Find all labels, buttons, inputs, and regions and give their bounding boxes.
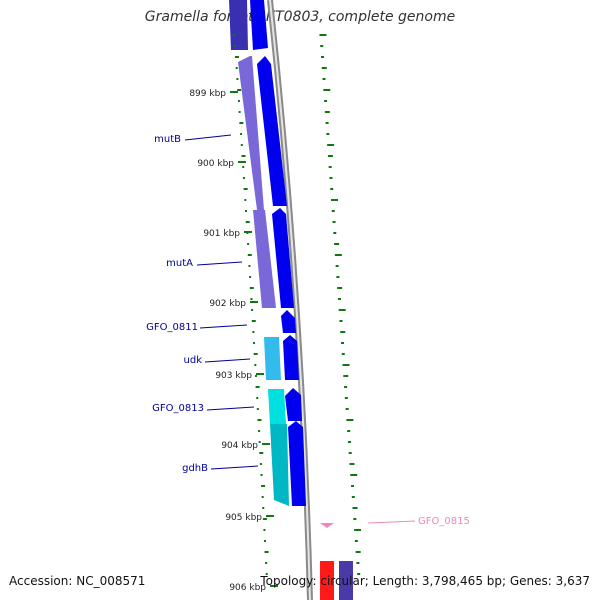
gene-label-leader: [199, 324, 248, 329]
gene-label-GFO_0813[interactable]: GFO_0813: [152, 403, 204, 414]
gene-forward-gdhB[interactable]: [288, 421, 306, 506]
gene-label-leader: [367, 520, 416, 524]
tick-label: 905 kbp: [225, 513, 262, 523]
tick-label: 904 kbp: [221, 441, 258, 451]
topology-text: Topology: circular; Length: 3,798,465 bp…: [260, 574, 590, 588]
tick-label: 901 kbp: [203, 229, 240, 239]
accession-text: Accession: NC_008571: [9, 574, 146, 588]
gene-forward-mutB[interactable]: [257, 56, 287, 206]
gene-reverse-mutB[interactable]: [238, 56, 264, 210]
gene-forward-udk[interactable]: [283, 335, 299, 380]
tick-label: 903 kbp: [215, 371, 252, 381]
gene-label-leader: [210, 465, 259, 470]
gene-label-mutA[interactable]: mutA: [166, 258, 193, 269]
gene-label-mutB[interactable]: mutB: [154, 134, 181, 145]
gene-label-udk[interactable]: udk: [184, 355, 203, 366]
gc-plot: [233, 34, 362, 575]
gene-bottom-purple[interactable]: [339, 561, 353, 600]
gene-marker-GFO_0815[interactable]: [320, 523, 334, 528]
gene-reverse-mutA[interactable]: [253, 210, 276, 308]
topology-value: Topology: circular; Length: 3,798,465 bp…: [260, 574, 590, 588]
gene-forward-mutA[interactable]: [272, 208, 294, 308]
gene-label-leader: [204, 358, 251, 363]
tick-label: 906 kbp: [229, 583, 266, 593]
map-title: Gramella forsetii KT0803, complete genom…: [144, 9, 456, 25]
gene-forward-top[interactable]: [250, 0, 268, 50]
gene-label-leader: [206, 406, 255, 411]
gene-forward-GFO_0813[interactable]: [285, 388, 302, 421]
gene-forward-GFO_0811[interactable]: [281, 310, 296, 333]
kbp-ticks: 899 kbp 900 kbp 901 kbp 902 kbp 903 kbp 904 k…: [189, 89, 278, 593]
gene-label-GFO_0815[interactable]: GFO_0815: [418, 516, 470, 527]
gene-label-leader: [184, 134, 232, 141]
genome-backbone-inner: [269, 0, 311, 600]
gene-reverse-GFO_0813[interactable]: [268, 389, 286, 424]
gene-label-GFO_0811[interactable]: GFO_0811: [146, 322, 198, 333]
gene-bottom-red[interactable]: [320, 561, 334, 600]
tick-label: 900 kbp: [197, 159, 234, 169]
gene-label-gdhB[interactable]: gdhB: [182, 463, 208, 474]
gene-reverse-udk[interactable]: [264, 337, 281, 380]
gene-label-leader: [196, 261, 243, 266]
tick-label: 902 kbp: [209, 299, 246, 309]
gene-reverse-gdhB[interactable]: [270, 424, 289, 506]
gene-reverse-top[interactable]: [229, 0, 248, 50]
tick-label: 899 kbp: [189, 89, 226, 99]
